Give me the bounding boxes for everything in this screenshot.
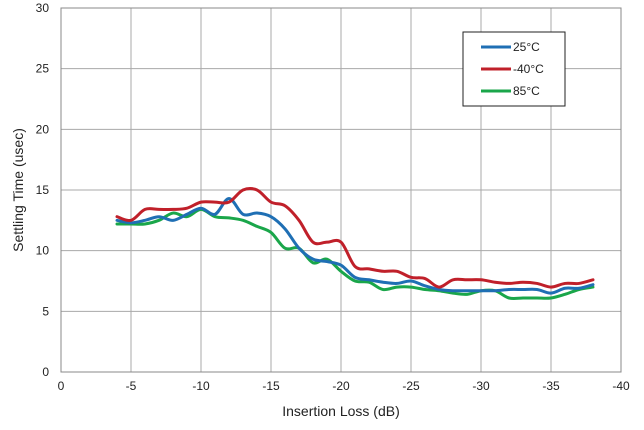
legend-label: 25°C — [513, 40, 540, 54]
series-line-2 — [115, 207, 595, 301]
x-tick-label: -35 — [542, 379, 560, 393]
legend-label: -40°C — [513, 62, 544, 76]
series-line-0 — [115, 196, 595, 295]
x-tick-label: -15 — [262, 379, 280, 393]
legend-box — [462, 31, 566, 107]
y-tick-label: 10 — [36, 244, 50, 258]
plot-frame — [60, 7, 622, 373]
legend: 25°C -40°C 85°C — [462, 31, 566, 107]
legend-label: 85°C — [513, 84, 540, 98]
x-tick-label: -10 — [192, 379, 210, 393]
tick-labels: 0 -5 -10 -15 -20 -25 -30 -35 -40 0 5 10 15 20 25 30 — [36, 1, 630, 393]
y-tick-label: 25 — [36, 62, 50, 76]
x-tick-label: -40 — [612, 379, 630, 393]
x-tick-label: -25 — [402, 379, 420, 393]
x-axis-label: Insertion Loss (dB) — [282, 403, 400, 419]
x-tick-label: -20 — [332, 379, 350, 393]
y-axis-label: Settling Time (usec) — [10, 128, 26, 252]
y-tick-label: 30 — [36, 1, 50, 15]
series-line-1 — [115, 186, 595, 289]
y-tick-label: 5 — [42, 304, 49, 318]
y-tick-label: 0 — [42, 365, 49, 379]
y-tick-label: 15 — [36, 183, 50, 197]
x-tick-label: -30 — [472, 379, 490, 393]
x-tick-label: -5 — [126, 379, 137, 393]
y-tick-label: 20 — [36, 122, 50, 136]
x-tick-label: 0 — [58, 379, 65, 393]
series-lines — [115, 186, 595, 301]
